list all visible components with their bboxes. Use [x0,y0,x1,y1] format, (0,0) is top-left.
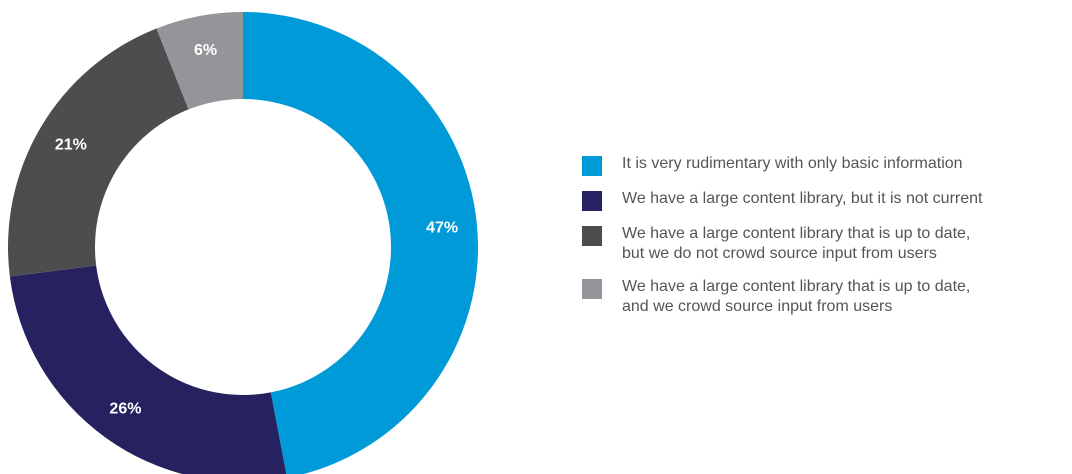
legend-item: We have a large content library that is … [582,224,1062,264]
legend-swatch [582,156,602,176]
legend-label: It is very rudimentary with only basic i… [622,155,963,172]
slice-label-3: 21% [55,137,87,154]
legend-swatch [582,226,602,246]
donut-hole [95,99,391,395]
slice-labels: 47% 26% 21% 6% [55,42,458,417]
chart-legend: It is very rudimentary with only basic i… [582,154,1062,330]
legend-swatch [582,191,602,211]
legend-label: We have a large content library that is … [622,278,971,315]
legend-label: We have a large content library, but it … [622,190,983,207]
slice-label-1: 47% [426,220,458,237]
slice-label-2: 26% [109,400,141,417]
legend-item: It is very rudimentary with only basic i… [582,154,1062,176]
legend-item: We have a large content library, but it … [582,189,1062,211]
legend-item: We have a large content library that is … [582,277,1062,317]
donut-chart: 47% 26% 21% 6% [7,11,478,474]
slice-label-4: 6% [194,42,217,59]
legend-swatch [582,279,602,299]
legend-label: We have a large content library that is … [622,225,971,262]
